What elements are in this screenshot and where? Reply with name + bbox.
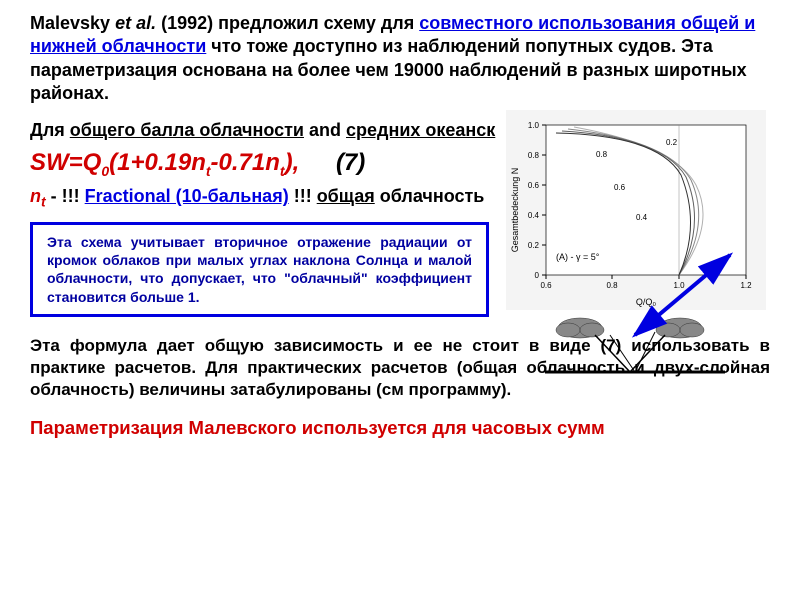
- svg-text:0.4: 0.4: [636, 213, 648, 222]
- callout-box: Эта схема учитывает вторичное отражение …: [30, 222, 489, 317]
- svg-text:0: 0: [535, 271, 540, 280]
- rest: облачность: [375, 186, 485, 206]
- ylabel: Gesamtbedeckung N: [510, 168, 520, 253]
- et-al: et al.: [115, 13, 156, 33]
- chart-annotation: (A) - γ = 5°: [556, 252, 600, 262]
- text: (1992) предложил схему для: [156, 13, 419, 33]
- excl: !!!: [289, 186, 317, 206]
- xlabel: Q/Q₀: [636, 297, 657, 307]
- text: and: [304, 120, 346, 140]
- box-text: Эта схема учитывает вторичное отражение …: [47, 233, 472, 306]
- text: Malevsky: [30, 13, 115, 33]
- svg-text:0.6: 0.6: [614, 183, 626, 192]
- svg-text:0.6: 0.6: [540, 281, 552, 290]
- nt-var: nt: [30, 186, 46, 206]
- svg-text:0.8: 0.8: [528, 151, 540, 160]
- formula-text: SW=Q0(1+0.19nt-0.71nt),: [30, 149, 299, 176]
- blue-frac: Fractional (10-бальная): [85, 186, 289, 206]
- f: SW=Q: [30, 149, 101, 176]
- svg-text:0.8: 0.8: [606, 281, 618, 290]
- chart: Gesamtbedeckung N 1.0 0.8 0.6 0.4 0.2 0 …: [506, 110, 766, 310]
- equation-number: (7): [336, 149, 365, 176]
- f: -0.71n: [211, 149, 280, 176]
- final-line: Параметризация Малевского используется д…: [30, 417, 770, 439]
- sub: 0: [101, 162, 109, 178]
- svg-text:0.2: 0.2: [528, 241, 540, 250]
- svg-text:0.4: 0.4: [528, 211, 540, 220]
- n: n: [30, 186, 41, 206]
- svg-text:0.2: 0.2: [666, 138, 678, 147]
- f: ),: [285, 149, 300, 176]
- svg-text:0.8: 0.8: [596, 150, 608, 159]
- underlined: средних океанск: [346, 120, 495, 140]
- svg-text:1.0: 1.0: [673, 281, 685, 290]
- dash: - !!!: [46, 186, 85, 206]
- svg-text:1.2: 1.2: [740, 281, 752, 290]
- f: (1+0.19n: [109, 149, 206, 176]
- text: Для: [30, 120, 70, 140]
- svg-text:0.6: 0.6: [528, 181, 540, 190]
- underlined: общего балла облачности: [70, 120, 304, 140]
- under-word: общая: [317, 186, 375, 206]
- svg-text:1.0: 1.0: [528, 121, 540, 130]
- paragraph-1: Malevsky et al. (1992) предложил схему д…: [30, 12, 770, 106]
- cloud-diagram: [540, 310, 730, 380]
